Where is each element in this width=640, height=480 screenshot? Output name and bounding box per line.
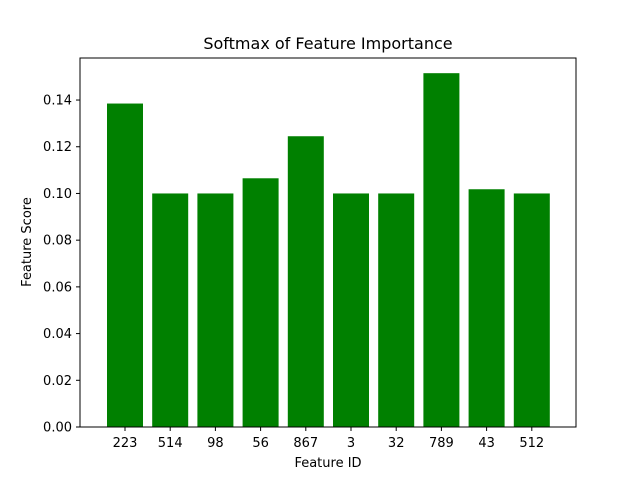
bar-3 — [333, 193, 369, 427]
bar-56 — [242, 178, 279, 427]
y-tick-label: 0.12 — [43, 140, 72, 155]
x-axis-ticks: 223 514 98 56 867 3 32 789 43 512 — [113, 427, 544, 451]
bar-223 — [107, 103, 143, 427]
x-tick-label: 98 — [207, 436, 224, 451]
x-tick-label: 3 — [347, 436, 355, 451]
bar-867 — [287, 136, 324, 428]
x-tick-label: 789 — [429, 436, 454, 451]
y-tick-label: 0.02 — [43, 374, 72, 389]
bar-789 — [423, 73, 460, 428]
x-tick-label: 43 — [478, 436, 495, 451]
x-tick-label: 867 — [293, 436, 318, 451]
y-tick-label: 0.00 — [43, 421, 72, 436]
bar-43 — [468, 189, 505, 427]
bar-32 — [378, 193, 415, 427]
bar-514 — [152, 193, 189, 427]
x-tick-label: 32 — [388, 436, 405, 451]
y-tick-label: 0.04 — [43, 327, 72, 342]
chart-title: Softmax of Feature Importance — [203, 34, 452, 53]
bar-98 — [197, 193, 234, 427]
bars-group — [107, 73, 550, 428]
x-tick-label: 223 — [113, 436, 138, 451]
y-tick-label: 0.10 — [43, 187, 72, 202]
y-tick-label: 0.08 — [43, 234, 72, 249]
x-axis-label: Feature ID — [294, 456, 361, 471]
x-tick-label: 514 — [158, 436, 183, 451]
x-tick-label: 512 — [519, 436, 544, 451]
y-axis-ticks: 0.00 0.02 0.04 0.06 0.08 0.10 0.12 0.14 — [43, 94, 80, 436]
x-tick-label: 56 — [252, 436, 269, 451]
y-tick-label: 0.14 — [43, 94, 72, 109]
bar-512 — [513, 193, 550, 427]
y-axis-label: Feature Score — [20, 197, 35, 287]
y-tick-label: 0.06 — [43, 280, 72, 295]
axes-frame — [79, 57, 577, 428]
